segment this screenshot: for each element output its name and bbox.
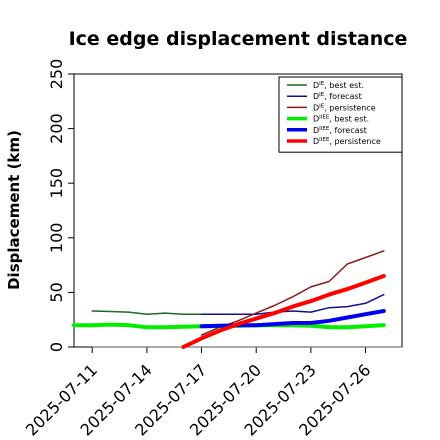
y-tick-label: 250 bbox=[47, 59, 66, 90]
legend-entry: DIIEE, persistence bbox=[313, 137, 381, 146]
y-tick-label: 200 bbox=[47, 113, 66, 144]
series-line-5 bbox=[181, 274, 386, 349]
legend-entry: DIE, best est. bbox=[313, 81, 364, 90]
series-layer bbox=[72, 250, 386, 349]
y-tick-label: 100 bbox=[47, 223, 66, 254]
series-line-0 bbox=[91, 310, 203, 315]
legend-entry: DIIEE, forecast bbox=[313, 126, 367, 135]
y-tick-label: 0 bbox=[47, 342, 66, 352]
series-line-2 bbox=[200, 250, 385, 336]
legend: DIE, best est. DIE, forecast DIE, persiste… bbox=[278, 76, 403, 153]
legend-entry: DIE, persistence bbox=[313, 103, 376, 112]
y-axis-label: Displacement (km) bbox=[5, 130, 23, 290]
y-tick-label: 50 bbox=[47, 282, 66, 302]
y-tick-label: 150 bbox=[47, 168, 66, 199]
legend-entry: DIE, forecast bbox=[313, 92, 362, 101]
series-line-1 bbox=[200, 293, 385, 315]
chart-title: Ice edge displacement distance bbox=[69, 28, 408, 50]
series-line-4 bbox=[199, 309, 386, 329]
legend-entry: DIIEE, best est. bbox=[313, 115, 369, 124]
